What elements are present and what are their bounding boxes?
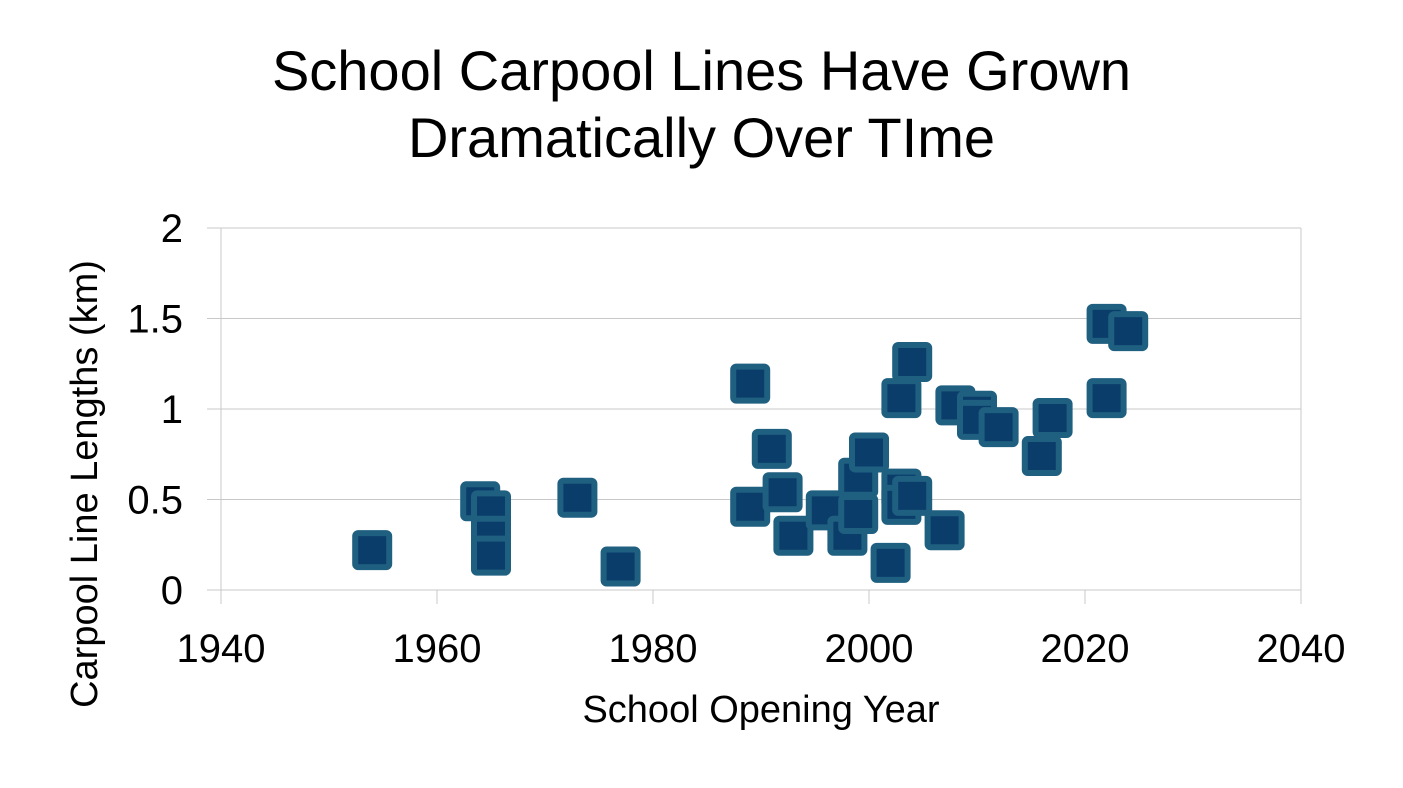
- chart-title-line-1: School Carpool Lines Have Grown: [271, 39, 1132, 102]
- y-tick-label: 1: [161, 388, 183, 432]
- y-tick-label: 2: [161, 207, 183, 251]
- data-point: [730, 363, 771, 404]
- data-point: [978, 407, 1019, 448]
- data-point: [924, 510, 965, 551]
- data-point: [849, 432, 889, 473]
- data-point: [870, 542, 911, 583]
- x-axis-label: School Opening Year: [582, 689, 939, 731]
- data-point: [892, 341, 933, 382]
- y-axis-label: Carpool Line Lengths (km): [64, 260, 106, 708]
- x-tick-label: 1940: [177, 627, 266, 671]
- x-tick-label: 2040: [1257, 627, 1346, 671]
- data-point: [881, 378, 922, 419]
- data-point: [1086, 378, 1127, 419]
- tick-labels: 0 0.5 1 1.5 2 1940 1960 1980 2000 2020 2040: [127, 207, 1345, 671]
- x-tick-label: 1980: [609, 627, 698, 671]
- x-tick-label: 1960: [393, 627, 482, 671]
- data-point: [751, 428, 792, 469]
- axes: [207, 227, 1302, 604]
- y-tick-label: 1.5: [127, 298, 183, 342]
- data-point: [730, 486, 771, 527]
- data-point: [1108, 311, 1149, 352]
- data-point: [773, 515, 814, 556]
- data-point: [352, 530, 393, 571]
- data-point: [762, 472, 803, 513]
- y-tick-label: 0: [161, 569, 183, 613]
- data-point: [892, 475, 933, 516]
- data-point: [557, 477, 598, 518]
- data-point: [1032, 398, 1073, 439]
- x-tick-label: 2000: [825, 627, 914, 671]
- data-points: [352, 303, 1149, 587]
- chart-title-line-2: Dramatically Over TIme: [407, 106, 996, 169]
- y-tick-label: 0.5: [127, 479, 183, 523]
- data-point: [838, 493, 879, 534]
- data-point: [600, 546, 641, 587]
- x-tick-label: 2020: [1041, 627, 1130, 671]
- data-point: [1021, 436, 1062, 477]
- data-point: [471, 535, 511, 576]
